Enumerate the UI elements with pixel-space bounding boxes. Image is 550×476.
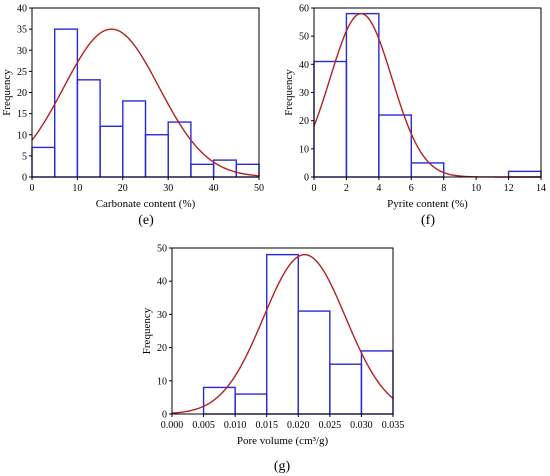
y-tick-label: 35 — [17, 25, 27, 36]
y-tick-label: 15 — [17, 109, 27, 120]
x-axis-label: Carbonate content (%) — [96, 198, 196, 210]
x-tick-label: 8 — [441, 183, 446, 194]
y-tick-label: 10 — [157, 376, 167, 387]
panel-label: (e) — [138, 213, 154, 228]
histogram-bar — [345, 12, 380, 178]
x-axis-label: Pore volume (cm³/g) — [237, 435, 329, 447]
x-tick-label: 50 — [254, 183, 264, 194]
y-tick-label: 10 — [17, 130, 27, 141]
y-tick-label: 0 — [162, 410, 167, 421]
histogram-bar — [31, 146, 56, 178]
normal-fit-curve — [313, 12, 541, 178]
histogram-bar — [99, 125, 124, 178]
y-tick-label: 40 — [17, 4, 27, 15]
y-tick-label: 5 — [22, 151, 27, 162]
histogram-bar — [144, 134, 169, 178]
plot-frame — [313, 7, 542, 178]
histogram-bar — [329, 363, 363, 415]
y-tick-label: 20 — [17, 88, 27, 99]
y-tick-label: 30 — [157, 310, 167, 321]
x-tick-label: 0.015 — [255, 420, 278, 431]
histogram-bar — [360, 350, 394, 415]
y-tick-label: 20 — [299, 116, 309, 127]
y-tick-label: 40 — [299, 60, 309, 71]
y-tick-label: 60 — [299, 4, 309, 15]
x-tick-label: 10 — [471, 183, 481, 194]
histogram-bar — [167, 121, 192, 178]
x-tick-label: 0.035 — [382, 420, 405, 431]
x-tick-label: 2 — [344, 183, 349, 194]
x-tick-label: 14 — [536, 183, 546, 194]
panel-label: (g) — [274, 459, 291, 474]
histogram-bar — [507, 170, 542, 178]
chart-panel-2: 0.000 0.005 0.010 0.015 0.020 0.025 0.030 0.035… — [141, 244, 404, 475]
x-tick-label: 30 — [163, 183, 173, 194]
histogram-bar — [297, 310, 331, 415]
x-tick-label: 0 — [30, 183, 35, 194]
y-tick-label: 50 — [157, 244, 167, 255]
x-tick-label: 6 — [409, 183, 414, 194]
x-tick-label: 40 — [209, 183, 219, 194]
x-tick-label: 0.020 — [287, 420, 310, 431]
histogram-bar — [202, 386, 236, 415]
x-tick-label: 0.005 — [192, 420, 215, 431]
y-tick-label: 25 — [17, 67, 27, 78]
y-tick-label: 20 — [157, 343, 167, 354]
x-tick-label: 0 — [312, 183, 317, 194]
x-tick-label: 4 — [376, 183, 381, 194]
chart-panel-1: 0 2 4 6 8 10 12 14 0 10 20 30 40 50 60 Pyrite content (… — [283, 4, 546, 229]
y-tick-label: 30 — [299, 88, 309, 99]
histogram-bar — [76, 79, 101, 178]
normal-fit-curve — [171, 253, 394, 414]
plot-frame — [171, 247, 394, 415]
histogram-bar — [266, 253, 299, 415]
panel-label: (f) — [421, 213, 435, 228]
y-tick-label: 30 — [17, 46, 27, 57]
y-tick-label: 0 — [22, 173, 27, 184]
normal-fit-curve — [31, 28, 260, 177]
x-tick-label: 0.000 — [161, 420, 184, 431]
y-axis-label: Frequency — [141, 307, 153, 354]
histogram-bar — [190, 163, 215, 178]
y-axis-label: Frequency — [1, 69, 13, 116]
x-tick-label: 0.010 — [224, 420, 247, 431]
y-tick-label: 50 — [299, 32, 309, 43]
y-tick-label: 10 — [299, 144, 309, 155]
y-tick-label: 40 — [157, 277, 167, 288]
histogram-bar — [122, 100, 147, 178]
histogram-bar — [54, 28, 79, 178]
y-tick-label: 0 — [304, 173, 309, 184]
histogram-bar — [378, 114, 412, 178]
x-tick-label: 12 — [504, 183, 514, 194]
x-tick-label: 10 — [72, 183, 82, 194]
x-tick-label: 0.025 — [319, 420, 342, 431]
chart-panel-0: 0 10 20 30 40 50 0 5 10 15 20 25 30 35 40 Carbonate con… — [1, 4, 264, 229]
y-axis-label: Frequency — [283, 69, 295, 116]
x-tick-label: 20 — [118, 183, 128, 194]
x-axis-label: Pyrite content (%) — [387, 198, 468, 210]
histogram-bar — [234, 393, 268, 415]
x-tick-label: 0.030 — [350, 420, 373, 431]
